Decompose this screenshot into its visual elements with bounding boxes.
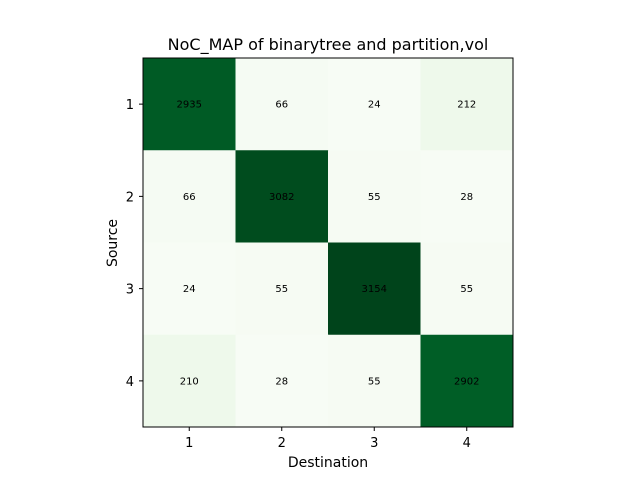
cell-value-label: 210: [180, 376, 199, 387]
heatmap-cell-r1-c2: [235, 58, 329, 151]
heatmap-cells: [143, 58, 514, 428]
x-tick-label: 2: [278, 436, 286, 451]
cell-value-label: 66: [275, 100, 288, 111]
cell-value-label: 55: [368, 376, 381, 387]
x-tick-label: 4: [463, 436, 471, 451]
cell-value-label: 66: [183, 192, 196, 203]
cell-value-label: 28: [275, 376, 288, 387]
cell-value-label: 2902: [454, 376, 479, 387]
heatmap-cell-r3-c1: [143, 242, 236, 336]
cell-value-label: 24: [183, 284, 196, 295]
heatmap-cell-r4-c2: [235, 334, 329, 428]
cell-value-label: 55: [368, 192, 381, 203]
y-tick-label: 4: [126, 375, 134, 390]
y-tick-label: 3: [126, 283, 134, 298]
chart-title: NoC_MAP of binarytree and partition,vol: [168, 35, 489, 55]
heatmap-cell-r3-c3: [328, 242, 421, 336]
cell-value-label: 3154: [362, 284, 387, 295]
cell-value-label: 55: [460, 284, 473, 295]
heatmap-cell-r1-c3: [328, 58, 421, 151]
cell-value-label: 3082: [269, 192, 294, 203]
y-axis-ticks: 1 2 3 4: [126, 98, 143, 390]
cell-value-label: 2935: [177, 100, 202, 111]
heatmap-cell-r1-c4: [420, 58, 514, 151]
heatmap-cell-r4-c4: [420, 334, 514, 428]
x-tick-label: 1: [185, 436, 193, 451]
cell-value-label: 212: [457, 100, 476, 111]
cell-value-label: 28: [460, 192, 473, 203]
y-tick-label: 1: [126, 98, 134, 113]
heatmap-cell-r2-c1: [143, 150, 236, 243]
heatmap-cell-r2-c4: [420, 150, 514, 243]
heatmap-cell-r1-c1: [143, 58, 236, 151]
x-tick-label: 3: [370, 436, 378, 451]
cell-value-label: 24: [368, 100, 381, 111]
heatmap-cell-r2-c2: [235, 150, 329, 243]
heatmap-cell-r4-c1: [143, 334, 236, 428]
y-tick-label: 2: [126, 190, 134, 205]
heatmap-cell-labels: 2935 66 24 212 66 3082 55 28 24 55 3154 55 210 28 55 29…: [177, 100, 480, 388]
y-axis-label: Source: [105, 219, 121, 267]
cell-value-label: 55: [275, 284, 288, 295]
x-axis-ticks: 1 2 3 4: [185, 427, 471, 451]
heatmap-cell-r3-c4: [420, 242, 514, 336]
plot-frame: [142, 57, 514, 428]
heatmap-cell-r4-c3: [328, 334, 421, 428]
x-axis-label: Destination: [288, 455, 368, 471]
heatmap-cell-r3-c2: [235, 242, 329, 336]
heatmap-cell-r2-c3: [328, 150, 421, 243]
